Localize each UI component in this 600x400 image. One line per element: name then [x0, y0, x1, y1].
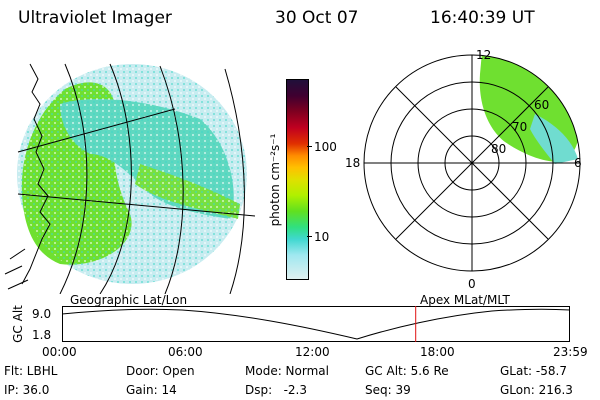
x-tick-2359: 23:59: [553, 345, 588, 359]
dsp-info: Dsp: -2.3: [245, 383, 308, 397]
observation-date: 30 Oct 07: [275, 8, 359, 28]
door-info: Door: Open: [126, 364, 195, 378]
gain-info: Gain: 14: [126, 383, 177, 397]
geographic-lat-lon-label: Geographic Lat/Lon: [70, 293, 188, 307]
mlt-label-6: 6: [574, 156, 582, 170]
x-tick-0600: 06:00: [168, 345, 203, 359]
mlt-label-12: 12: [476, 48, 491, 62]
seq-info: Seq: 39: [365, 383, 411, 397]
ip-info: IP: 36.0: [4, 383, 50, 397]
y-tick-9: 9.0: [32, 307, 52, 321]
gc-alt-info: GC Alt: 5.6 Re: [365, 364, 449, 378]
colorbar-unit-label: photon cm⁻²s⁻¹: [268, 133, 282, 227]
lat-label-70: 70: [512, 120, 527, 134]
mlt-label-18: 18: [345, 156, 360, 170]
altitude-timeline: [62, 306, 570, 342]
colorbar-tick-100: 100: [314, 140, 337, 154]
mlt-label-0: 0: [468, 277, 476, 291]
glon-info: GLon: 216.3: [500, 383, 573, 397]
glat-info: GLat: -58.7: [500, 364, 567, 378]
x-tick-1800: 18:00: [420, 345, 455, 359]
apex-mlat-mlt-label: Apex MLat/MLT: [420, 293, 510, 307]
colorbar-tick-10: 10: [314, 230, 330, 244]
y-tick-1-8: 1.8: [32, 328, 52, 342]
mode-info: Mode: Normal: [245, 364, 329, 378]
instrument-title: Ultraviolet Imager: [18, 8, 172, 28]
coastline: [21, 63, 51, 285]
observation-time: 16:40:39 UT: [430, 8, 535, 28]
lat-label-80: 80: [491, 142, 506, 156]
lat-label-60: 60: [534, 98, 549, 112]
polar-plot: 12 18 6 0 60 70 80: [345, 48, 582, 291]
altitude-curve: [62, 308, 570, 340]
filter-info: Flt: LBHL: [4, 364, 58, 378]
x-tick-1200: 12:00: [295, 345, 330, 359]
geographic-image: [4, 63, 256, 294]
gc-alt-axis-label: GC Alt: [11, 305, 25, 343]
x-tick-0000: 00:00: [42, 345, 77, 359]
colorbar: [286, 79, 309, 280]
